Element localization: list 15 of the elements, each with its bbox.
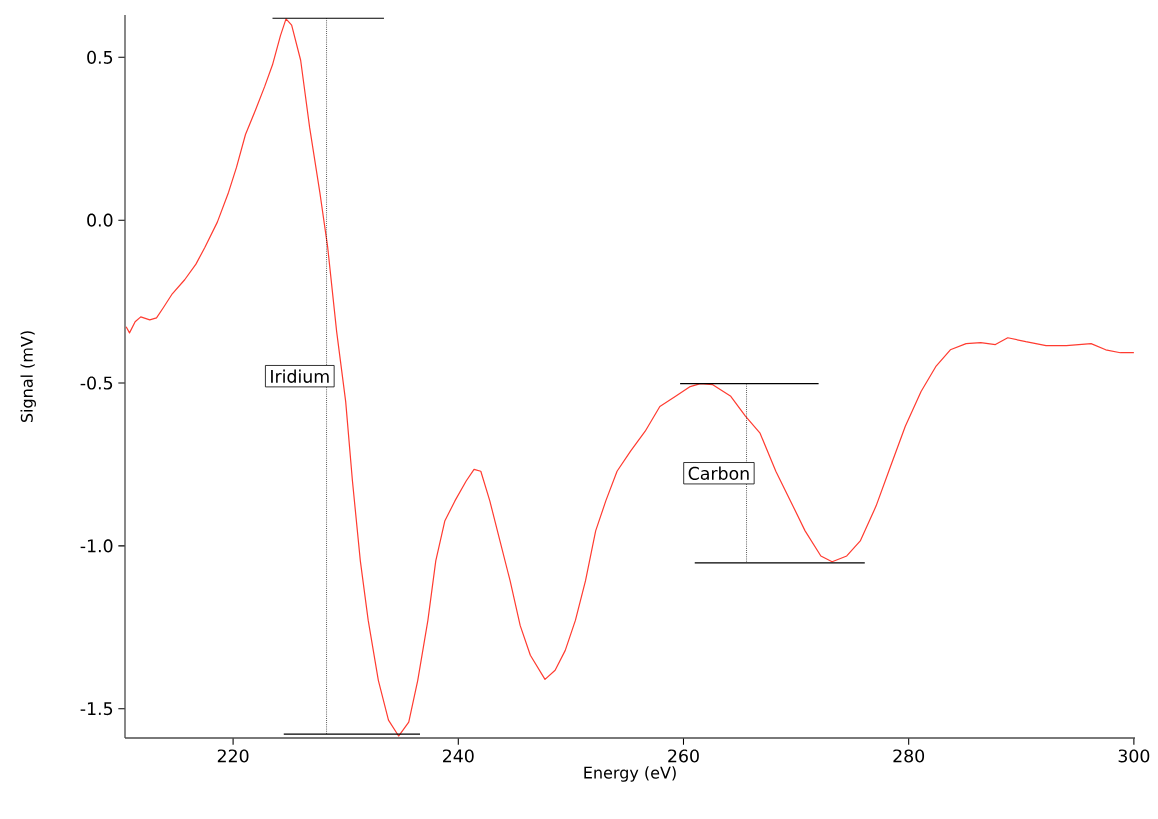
x-tick-label: 300 <box>1118 749 1150 763</box>
y-tick-label: 0.5 <box>87 50 113 64</box>
annotation: Carbon <box>688 466 749 480</box>
y-axis-title: Signal (mV) <box>20 331 36 423</box>
y-tick-label: -0.5 <box>80 376 113 390</box>
line-series <box>125 18 1135 737</box>
y-tick-label: -1.0 <box>80 539 113 553</box>
x-tick-label: 240 <box>443 749 474 763</box>
annotation: Iridium <box>271 369 329 383</box>
y-tick-label: 0.0 <box>87 213 113 227</box>
y-tick-label: -1.5 <box>80 702 113 716</box>
x-tick-label: 260 <box>668 749 699 763</box>
x-axis-title: Energy (eV) <box>584 766 676 782</box>
x-tick-label: 220 <box>217 749 249 763</box>
x-tick-label: 280 <box>893 749 925 763</box>
